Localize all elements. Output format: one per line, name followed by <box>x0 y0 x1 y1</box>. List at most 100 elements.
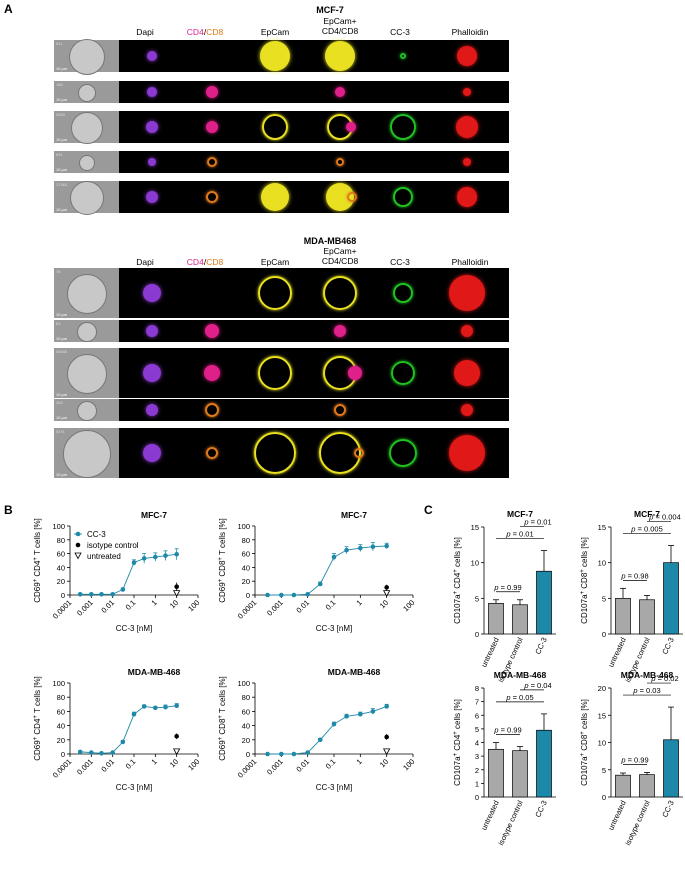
untreated-point <box>382 590 391 597</box>
image-row: 3059 10 µm <box>54 111 509 144</box>
cc3-curve <box>267 545 387 596</box>
tcell-marker-signal <box>207 157 217 167</box>
phalloidin-signal <box>457 46 477 66</box>
epcam-signal <box>262 114 288 140</box>
image-row: 186 10 µm <box>54 81 509 103</box>
y-tick-label: 20 <box>57 577 65 586</box>
y-tick-label: 7 <box>475 698 479 707</box>
isotype-point <box>384 734 389 740</box>
y-tick-label: 15 <box>598 711 606 720</box>
y-tick-label: 0 <box>602 793 606 802</box>
y-tick-label: 40 <box>57 563 65 572</box>
brightfield-image: 511 10 µm <box>54 39 119 75</box>
cc3-point <box>265 751 270 757</box>
brightfield-image: 63 10 µm <box>54 320 119 342</box>
brightfield-cell <box>67 354 107 394</box>
y-tick-label: 4 <box>475 739 479 748</box>
legend-label-isotype: isotype control <box>87 541 139 550</box>
dapi-signal <box>147 51 157 61</box>
cc3-signal <box>400 53 406 59</box>
x-tick-label: 0.001 <box>75 757 95 777</box>
event-id: 651 <box>56 152 63 157</box>
p-value-label: p = 0.99 <box>493 726 521 735</box>
phalloidin-signal <box>461 325 473 337</box>
cc3-point <box>163 704 168 710</box>
chart-title: MCF-7 <box>634 509 660 519</box>
untreated-point <box>172 590 181 597</box>
y-tick-label: 5 <box>602 594 606 603</box>
x-tick-label: 0.01 <box>99 598 116 615</box>
bar <box>663 739 679 798</box>
image-row: 17363 10 µm <box>54 181 509 215</box>
bar <box>488 602 504 635</box>
channel-epcam: EpCam <box>260 257 290 267</box>
cc3-point <box>141 704 147 709</box>
y-tick-label: 100 <box>237 522 250 531</box>
cc3-point <box>120 739 126 745</box>
x-tick-label: 0.1 <box>324 757 338 771</box>
p-value-label: p = 0.04 <box>523 681 551 690</box>
phalloidin-signal <box>449 275 485 311</box>
y-tick-label: 80 <box>242 693 250 702</box>
channel-merge: EpCam+ CD4/CD8 <box>321 16 359 36</box>
y-tick-label: 60 <box>57 550 65 559</box>
cc3-point <box>305 592 310 597</box>
cc3-point <box>174 551 179 557</box>
cc3-signal <box>390 114 416 140</box>
panel-label-a: A <box>4 2 13 16</box>
y-tick-label: 100 <box>237 679 250 688</box>
tcell-marker-signal <box>206 86 218 98</box>
chart-title: MFC-7 <box>141 510 167 520</box>
event-id: 186 <box>56 82 63 87</box>
x-tick-label: 0.0001 <box>51 598 74 621</box>
panel-label-c: C <box>424 503 433 517</box>
merge-tcell-signal <box>334 325 346 337</box>
merge-epcam-signal <box>323 276 357 310</box>
x-tick-label: CC-3 <box>660 799 676 819</box>
x-tick-label: 0.001 <box>75 598 95 618</box>
y-axis-label: CD107a+ CD4+ cells [%] <box>453 699 462 786</box>
y-axis-label: CD69+ CD4+ T cells [%] <box>33 518 42 603</box>
channel-cc3: CC-3 <box>390 27 410 37</box>
y-tick-label: 40 <box>242 722 250 731</box>
cc3-point <box>279 592 284 598</box>
x-tick-label: 0.001 <box>265 757 285 777</box>
y-tick-label: 80 <box>57 693 65 702</box>
cc3-point <box>120 587 126 592</box>
y-tick-label: 20 <box>242 736 250 745</box>
y-axis-label: CD107a+ CD8+ cells [%] <box>580 537 589 624</box>
bar <box>512 604 528 635</box>
brightfield-image: 45445 10 µm <box>54 348 119 398</box>
x-axis-label: CC-3 [nM] <box>316 783 352 792</box>
y-axis-label: CD69+ CD8+ T cells [%] <box>218 518 227 603</box>
x-tick-label: 1 <box>149 757 158 766</box>
brightfield-cell <box>77 322 97 342</box>
cc3-point <box>163 553 168 558</box>
event-id: 63 <box>56 321 61 326</box>
dapi-signal <box>143 364 161 382</box>
tcell-marker-signal <box>204 365 220 381</box>
cc3-curve <box>80 553 177 595</box>
cc3-point <box>99 750 104 756</box>
cc3-point <box>331 721 337 727</box>
chart-title: MDA-MB-468 <box>128 667 181 677</box>
x-tick-label: isotype control <box>623 799 652 847</box>
legend-marker-cc3 <box>75 531 81 537</box>
cc3-point <box>131 560 137 565</box>
cc3-point <box>344 547 349 553</box>
scale-bar: 10 µm <box>56 207 68 212</box>
y-tick-label: 10 <box>598 739 606 748</box>
y-tick-label: 10 <box>598 559 606 568</box>
cc3-point <box>370 709 376 714</box>
image-row: 45445 10 µm <box>54 348 509 398</box>
legend-label-untreated: untreated <box>87 552 121 561</box>
image-row: 651 10 µm <box>54 151 509 173</box>
scale-bar: 10 µm <box>56 312 68 317</box>
bar <box>536 570 552 635</box>
x-axis-label: CC-3 [nM] <box>116 624 152 633</box>
merge-tcell-signal <box>354 448 364 458</box>
bar <box>639 774 655 798</box>
scale-bar: 10 µm <box>56 66 68 71</box>
y-tick-label: 0 <box>246 591 250 600</box>
x-tick-label: 0.001 <box>265 598 285 618</box>
